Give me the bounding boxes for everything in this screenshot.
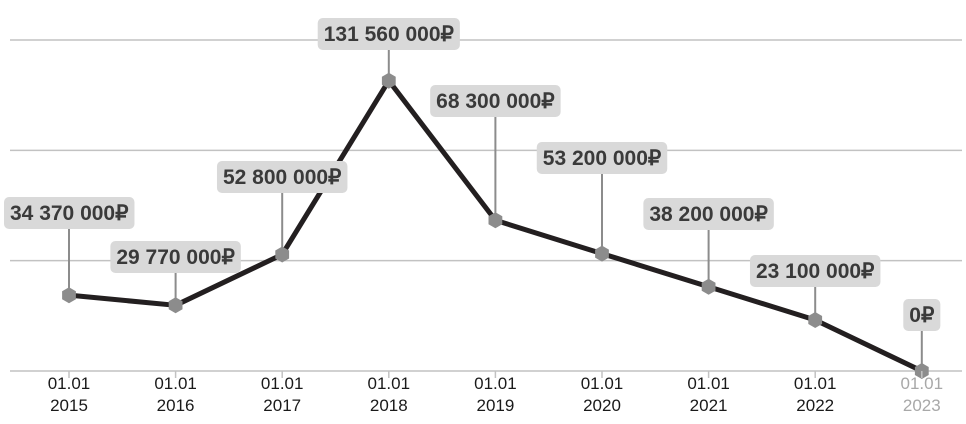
data-label: 29 770 000₽	[110, 241, 241, 273]
x-axis: 01.01 2015 01.01 2016 01.01 2017 01.01 2018 01.0…	[48, 371, 943, 415]
data-label-text: 34 370 000₽	[10, 202, 129, 225]
data-label-text: 68 300 000₽	[436, 90, 555, 113]
data-point-marker	[168, 297, 183, 314]
data-label-box	[317, 18, 460, 50]
x-tick-label: 01.01 2023	[901, 374, 944, 415]
data-label-text: 29 770 000₽	[116, 246, 235, 269]
x-tick-label: 01.01 2021	[687, 374, 730, 415]
data-label-box	[749, 255, 881, 287]
data-label-box	[4, 197, 135, 229]
data-label-text: 131 560 000₽	[324, 23, 455, 46]
data-point-marker	[595, 245, 609, 262]
data-label-box	[643, 198, 774, 230]
x-tick-label: 01.01 2022	[794, 374, 837, 415]
data-label-box	[430, 85, 561, 117]
data-label-text: 0₽	[909, 304, 935, 327]
data-label: 52 800 000₽	[216, 161, 348, 193]
data-label-box	[216, 161, 348, 193]
data-point-marker	[808, 312, 823, 328]
data-label: 68 300 000₽	[430, 85, 561, 117]
data-point-marker	[381, 72, 396, 89]
data-label-text: 23 100 000₽	[756, 260, 875, 283]
x-tick-label: 01.01 2016	[154, 374, 197, 415]
data-label-text: 52 800 000₽	[223, 166, 342, 189]
data-labels: 34 370 000₽ 29 770 000₽ 52 800 000₽ 131 560…	[4, 18, 941, 331]
x-tick-label: 01.01 2015	[48, 374, 91, 415]
data-point-marker	[488, 212, 503, 229]
data-label-box	[536, 142, 668, 174]
data-label: 53 200 000₽	[536, 142, 668, 174]
data-label: 0₽	[903, 299, 941, 331]
x-tick-label: 01.01 2020	[581, 374, 624, 415]
data-point-marker	[701, 278, 716, 295]
markers	[62, 72, 929, 379]
data-label-box	[110, 241, 241, 273]
data-label: 34 370 000₽	[4, 197, 135, 229]
data-label: 23 100 000₽	[749, 255, 881, 287]
data-label: 131 560 000₽	[317, 18, 460, 50]
data-label: 38 200 000₽	[643, 198, 774, 230]
x-tick-label: 01.01 2019	[474, 374, 517, 415]
x-tick-label: 01.01 2017	[261, 374, 304, 415]
data-label-text: 38 200 000₽	[649, 203, 768, 226]
x-tick-label: 01.01 2018	[368, 374, 411, 415]
data-point-marker	[62, 287, 76, 304]
data-point-marker	[275, 246, 290, 263]
data-label-text: 53 200 000₽	[543, 147, 662, 170]
data-label-box	[903, 299, 941, 331]
